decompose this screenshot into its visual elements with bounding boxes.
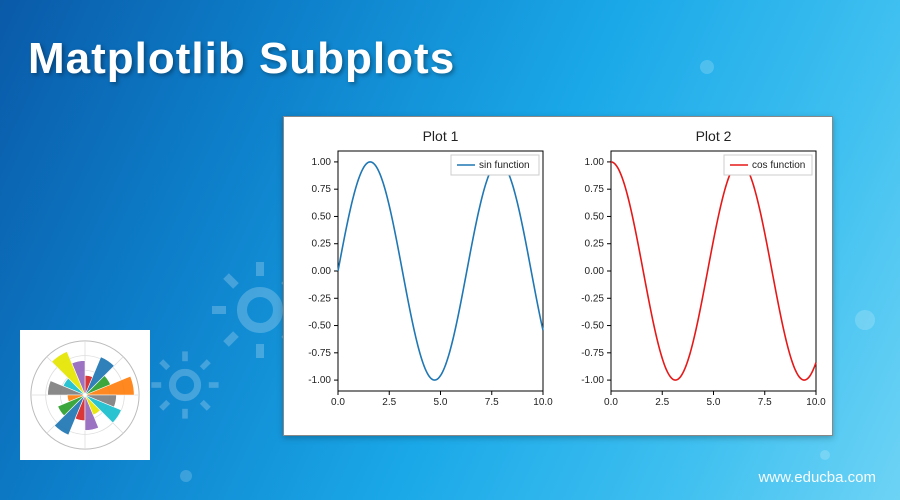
- x-tick-label: 0.0: [604, 397, 618, 408]
- y-tick-label: -0.75: [308, 348, 331, 359]
- x-tick-label: 7.5: [758, 397, 772, 408]
- axes-frame: [338, 151, 543, 391]
- legend-label: cos function: [752, 160, 805, 171]
- sin-curve: [338, 162, 543, 380]
- decor-circle: [820, 450, 830, 460]
- y-tick-label: 0.75: [585, 184, 605, 195]
- y-tick-label: -0.25: [308, 293, 331, 304]
- x-tick-label: 10.0: [533, 397, 553, 408]
- matplotlib-figure: Plot 1 -1.00 -0.75 -0.50 -0.25 0.00 0.25 0.50 0.…: [283, 116, 833, 436]
- y-tick-label: -0.50: [308, 321, 331, 332]
- subplot-title: Plot 2: [696, 128, 732, 144]
- y-tick-label: 0.00: [585, 266, 605, 277]
- x-tick-label: 10.0: [806, 397, 826, 408]
- x-tick-label: 2.5: [382, 397, 396, 408]
- y-tick-label: 0.00: [312, 266, 332, 277]
- x-tick-label: 7.5: [485, 397, 499, 408]
- x-tick-label: 5.0: [707, 397, 721, 408]
- decor-circle: [855, 310, 875, 330]
- y-tick-label: 0.75: [312, 184, 332, 195]
- footer-url: www.educba.com: [758, 469, 876, 486]
- y-tick-label: 1.00: [312, 157, 332, 168]
- y-tick-label: -0.50: [581, 321, 604, 332]
- x-tick-label: 0.0: [331, 397, 345, 408]
- polar-rose-icon: [20, 330, 150, 460]
- gear-icon: [150, 350, 220, 420]
- y-tick-label: 1.00: [585, 157, 605, 168]
- y-tick-label: -1.00: [581, 375, 604, 386]
- decor-circle: [700, 60, 714, 74]
- x-tick-label: 5.0: [434, 397, 448, 408]
- y-tick-label: -1.00: [308, 375, 331, 386]
- y-tick-label: 0.25: [585, 239, 605, 250]
- y-tick-label: -0.75: [581, 348, 604, 359]
- subplot-title: Plot 1: [423, 128, 459, 144]
- legend-label: sin function: [479, 160, 530, 171]
- axes-frame: [611, 151, 816, 391]
- cos-curve: [611, 162, 816, 380]
- y-tick-label: 0.50: [312, 211, 332, 222]
- y-tick-label: 0.25: [312, 239, 332, 250]
- decor-circle: [180, 470, 192, 482]
- page-title: Matplotlib Subplots: [28, 34, 455, 84]
- y-tick-label: 0.50: [585, 211, 605, 222]
- x-tick-label: 2.5: [655, 397, 669, 408]
- y-tick-label: -0.25: [581, 293, 604, 304]
